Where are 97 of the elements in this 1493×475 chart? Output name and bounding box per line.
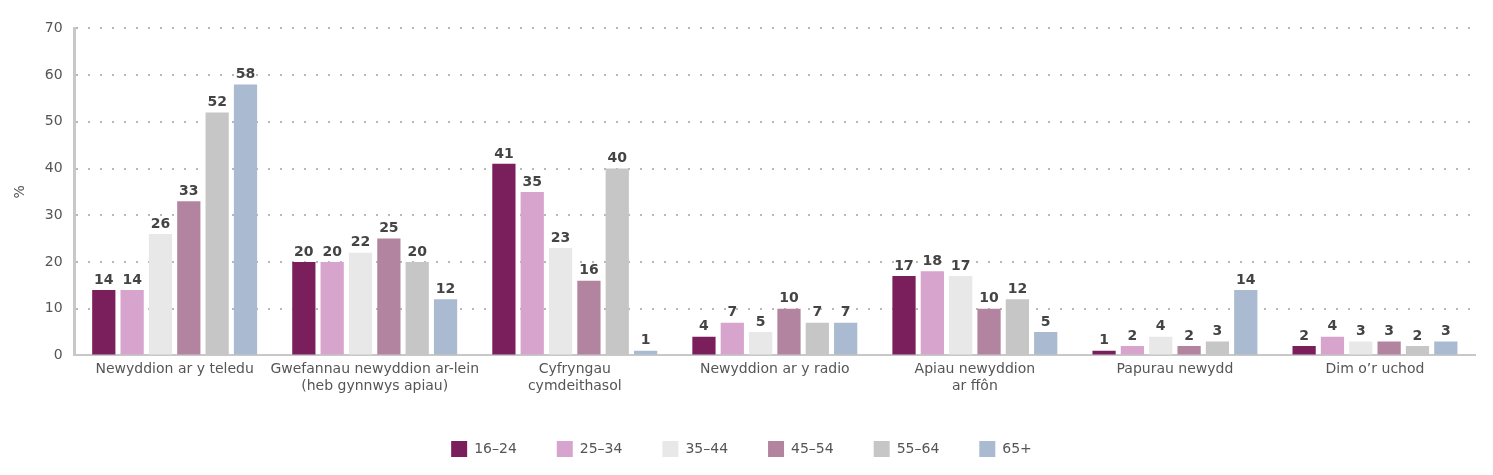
data-label: 58 — [235, 65, 256, 82]
x-tick-label: Gwefannau newyddion ar-lein (heb gynnwys apiau) — [270, 360, 479, 394]
bar — [577, 280, 601, 355]
bar — [548, 247, 573, 355]
y-tick-label: 30 — [44, 205, 63, 222]
y-tick-label: 10 — [44, 299, 63, 316]
data-label: 2 — [1299, 326, 1309, 343]
bar — [692, 336, 716, 355]
y-tick-label: 40 — [44, 159, 63, 176]
data-label: 12 — [435, 279, 456, 296]
bar — [377, 238, 401, 355]
bar — [520, 191, 544, 355]
bar — [492, 163, 516, 355]
legend-label: 35–44 — [685, 439, 729, 456]
data-label: 20 — [322, 242, 343, 259]
bar — [1120, 346, 1145, 355]
data-label: 2 — [1412, 326, 1423, 343]
data-label: 22 — [350, 233, 371, 250]
data-label: 7 — [812, 303, 823, 320]
bar — [177, 201, 201, 355]
bar — [720, 322, 744, 355]
y-tick-label: 70 — [44, 19, 63, 36]
data-label: 35 — [522, 172, 542, 189]
bar — [1149, 336, 1173, 355]
x-tick-label: Apiau newyddion ar ffôn — [914, 360, 1036, 394]
bar — [1177, 346, 1201, 355]
legend-label: 25–34 — [579, 439, 623, 456]
data-label: 40 — [607, 149, 628, 166]
bar — [1034, 332, 1058, 355]
data-label: 3 — [1440, 322, 1451, 339]
bar — [433, 299, 458, 355]
data-label: 17 — [894, 256, 914, 273]
data-label: 41 — [494, 144, 514, 161]
bar — [1292, 346, 1316, 355]
bar — [777, 308, 801, 355]
x-tick-label: Cyfryngau cymdeithasol — [527, 360, 622, 394]
data-label: 3 — [1384, 322, 1395, 339]
x-tick-label: Newyddion ar y radio — [700, 360, 850, 377]
bar — [892, 275, 916, 355]
bar — [1377, 341, 1401, 355]
y-tick-label: 50 — [44, 112, 63, 129]
x-tick-label: Papurau newydd — [1116, 360, 1234, 377]
y-tick-label: 0 — [53, 346, 63, 363]
x-tick-label: Dim o’r uchod — [1325, 360, 1425, 377]
data-label: 14 — [122, 270, 143, 287]
data-label: 12 — [1007, 279, 1028, 296]
bar — [977, 308, 1001, 355]
legend-label: 55–64 — [896, 439, 940, 456]
legend-label: 16–24 — [474, 439, 517, 456]
data-label: 4 — [699, 317, 710, 334]
data-label: 14 — [94, 270, 114, 287]
y-tick-label: 20 — [44, 252, 63, 269]
data-label: 5 — [755, 312, 766, 329]
data-label: 14 — [1236, 270, 1256, 287]
bar — [749, 332, 773, 355]
data-label: 26 — [150, 214, 171, 231]
bar — [292, 261, 316, 355]
data-label: 1 — [640, 331, 651, 348]
bar — [233, 84, 258, 355]
bar — [1349, 341, 1373, 355]
data-label: 10 — [779, 289, 799, 306]
data-label: 52 — [207, 93, 227, 110]
bar — [1234, 290, 1258, 355]
data-label: 3 — [1355, 322, 1366, 339]
data-label: 1 — [1099, 331, 1109, 348]
bar — [92, 290, 116, 355]
data-label: 18 — [922, 251, 943, 268]
data-label: 23 — [550, 228, 571, 245]
bar — [1320, 336, 1345, 355]
data-label: 5 — [1040, 312, 1051, 329]
x-tick-label: Newyddion ar y teledu — [95, 360, 254, 377]
legend-label: 65+ — [1002, 439, 1032, 456]
data-label: 3 — [1212, 322, 1223, 339]
bar — [348, 252, 373, 355]
bar — [920, 271, 944, 355]
bar — [120, 290, 144, 355]
y-axis-title: % — [11, 185, 28, 199]
data-label: 2 — [1127, 326, 1138, 343]
data-label: 7 — [727, 303, 738, 320]
data-label: 7 — [840, 303, 851, 320]
bar — [1434, 341, 1458, 355]
data-label: 16 — [579, 261, 599, 278]
bar — [834, 322, 858, 355]
bar — [148, 233, 173, 355]
bar — [949, 275, 973, 355]
data-label: 25 — [379, 219, 399, 236]
data-label: 33 — [179, 181, 199, 198]
data-label: 20 — [407, 242, 428, 259]
data-label: 17 — [950, 256, 971, 273]
data-label: 20 — [294, 242, 314, 259]
data-label: 10 — [979, 289, 1000, 306]
legend-label: 45–54 — [791, 439, 834, 456]
data-label: 4 — [1155, 317, 1166, 334]
data-label: 4 — [1327, 317, 1338, 334]
y-tick-label: 60 — [44, 65, 63, 82]
data-label: 2 — [1184, 326, 1194, 343]
bar — [320, 261, 344, 355]
